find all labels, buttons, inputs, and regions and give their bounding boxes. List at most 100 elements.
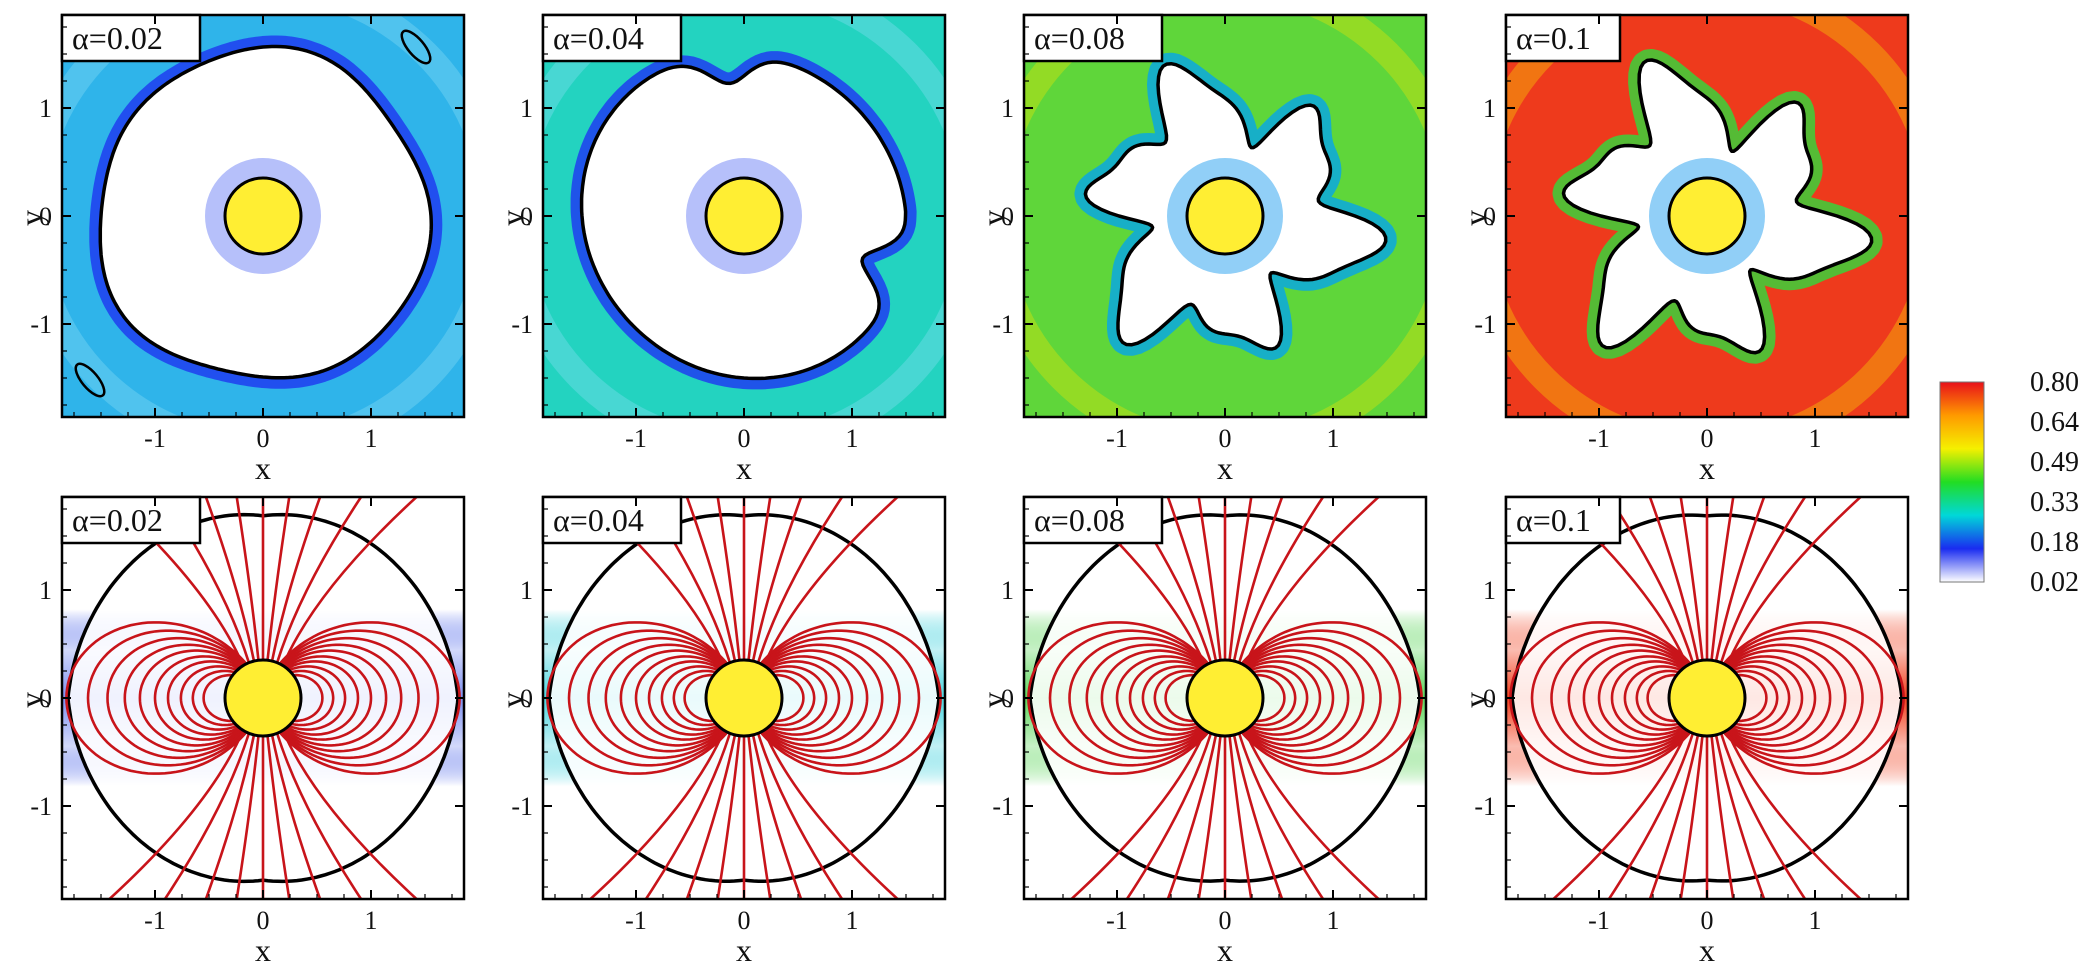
x-axis-label: x bbox=[1217, 932, 1233, 961]
panel-label: α=0.02 bbox=[72, 20, 163, 56]
y-tick-label: 1 bbox=[39, 576, 52, 605]
panel-label: α=0.04 bbox=[553, 20, 644, 56]
panel-field bbox=[62, 15, 464, 417]
y-axis-label: y bbox=[1457, 210, 1493, 226]
panel-field bbox=[1024, 497, 1426, 899]
open-field-line bbox=[644, 497, 732, 664]
open-field-line bbox=[1714, 497, 1766, 662]
open-field-line bbox=[1679, 497, 1704, 661]
y-axis-label: y bbox=[13, 210, 49, 226]
panel-label-box bbox=[1022, 495, 1164, 545]
x-tick-label: 0 bbox=[738, 424, 751, 453]
closed-field-line bbox=[261, 629, 440, 767]
field-lines bbox=[1509, 497, 1905, 899]
star bbox=[704, 658, 784, 738]
panel-label: α=0.02 bbox=[72, 502, 163, 538]
star bbox=[223, 176, 303, 256]
open-field-line bbox=[644, 732, 732, 899]
panel-bottom-4: α=0.1 -1 0 1 1 0 -1 x y bbox=[1457, 495, 1910, 961]
y-tick-label: 0 bbox=[520, 684, 533, 713]
y-tick-label: 1 bbox=[1001, 576, 1014, 605]
open-field-line bbox=[1551, 729, 1689, 899]
closed-field-line bbox=[1068, 636, 1227, 760]
x-tick-label: -1 bbox=[625, 424, 647, 453]
y-axis-label: y bbox=[975, 692, 1011, 708]
closed-field-line bbox=[1705, 636, 1864, 760]
open-field-line bbox=[1719, 732, 1807, 899]
y-axis-label: y bbox=[494, 692, 530, 708]
closed-field-line bbox=[106, 636, 265, 760]
panel-label-box bbox=[60, 495, 202, 545]
x-tick-label: 1 bbox=[1809, 424, 1822, 453]
x-axis-label: x bbox=[255, 932, 271, 961]
star bbox=[1185, 176, 1265, 256]
x-tick-label: -1 bbox=[1106, 424, 1128, 453]
open-field-line bbox=[1648, 497, 1700, 662]
open-field-line bbox=[685, 497, 737, 662]
open-field-line bbox=[1725, 729, 1863, 899]
star bbox=[1667, 176, 1747, 256]
closed-field-line bbox=[1048, 629, 1227, 767]
x-axis-label: x bbox=[1699, 932, 1715, 961]
y-axis-label: y bbox=[494, 210, 530, 226]
panel-field bbox=[1506, 497, 1908, 899]
closed-field-line bbox=[1550, 636, 1709, 760]
panel-label: α=0.08 bbox=[1034, 20, 1125, 56]
colorbar-tick-label: 0.64 bbox=[2030, 407, 2079, 438]
open-field-line bbox=[751, 734, 803, 899]
y-tick-label: 1 bbox=[39, 94, 52, 123]
panel-label: α=0.04 bbox=[553, 502, 644, 538]
open-field-line bbox=[1243, 497, 1381, 667]
y-axis-label: y bbox=[975, 210, 1011, 226]
open-field-line bbox=[1607, 732, 1695, 899]
open-field-line bbox=[1237, 497, 1325, 664]
open-field-line bbox=[163, 497, 251, 664]
open-field-line bbox=[1719, 497, 1807, 664]
colorbar-tick-label: 0.18 bbox=[2030, 527, 2079, 558]
y-tick-label: -1 bbox=[1474, 792, 1496, 821]
open-field-line bbox=[756, 732, 844, 899]
closed-field-line bbox=[1530, 629, 1709, 767]
open-field-line bbox=[1243, 729, 1381, 899]
y-tick-label: 0 bbox=[520, 202, 533, 231]
open-field-line bbox=[204, 497, 256, 662]
open-field-line bbox=[756, 497, 844, 664]
panel-top-4: α=0.1 -1 0 1 1 0 -1 x y bbox=[1457, 13, 1910, 486]
x-tick-label: 0 bbox=[738, 906, 751, 935]
open-field-line bbox=[1069, 729, 1207, 899]
open-field-line bbox=[266, 497, 291, 661]
open-field-line bbox=[762, 729, 900, 899]
colorbar-tick-label: 0.80 bbox=[2030, 367, 2079, 398]
x-tick-label: -1 bbox=[1106, 906, 1128, 935]
contour-island bbox=[400, 29, 432, 65]
panel-label-box bbox=[541, 13, 683, 63]
open-field-line bbox=[716, 735, 741, 899]
x-axis-label: x bbox=[736, 932, 752, 961]
closed-field-line bbox=[567, 629, 746, 767]
colorbar-tick-label: 0.02 bbox=[2030, 567, 2079, 598]
panel-bottom-2: α=0.04 -1 0 1 1 0 -1 x y bbox=[494, 495, 947, 961]
star bbox=[1185, 658, 1265, 738]
y-tick-label: -1 bbox=[992, 310, 1014, 339]
x-tick-label: -1 bbox=[625, 906, 647, 935]
colorbar-gradient bbox=[1939, 381, 1985, 583]
x-tick-label: 0 bbox=[257, 906, 270, 935]
closed-field-line bbox=[261, 636, 420, 760]
colorbar: 0.80 0.64 0.49 0.33 0.18 0.02 bbox=[1939, 367, 2079, 598]
y-tick-label: 0 bbox=[1483, 202, 1496, 231]
x-tick-label: 1 bbox=[1327, 906, 1340, 935]
panel-label-box bbox=[60, 13, 202, 63]
closed-field-line bbox=[86, 629, 265, 767]
panel-field bbox=[1506, 15, 1908, 417]
y-tick-label: -1 bbox=[511, 792, 533, 821]
panel-label-box bbox=[1504, 13, 1622, 63]
y-tick-label: 0 bbox=[39, 202, 52, 231]
y-tick-label: 1 bbox=[520, 576, 533, 605]
y-tick-label: 0 bbox=[1001, 684, 1014, 713]
x-tick-label: 0 bbox=[1701, 424, 1714, 453]
x-axis-label: x bbox=[255, 450, 271, 486]
open-field-line bbox=[275, 497, 363, 664]
y-axis-label: y bbox=[13, 692, 49, 708]
closed-field-line bbox=[1705, 629, 1884, 767]
